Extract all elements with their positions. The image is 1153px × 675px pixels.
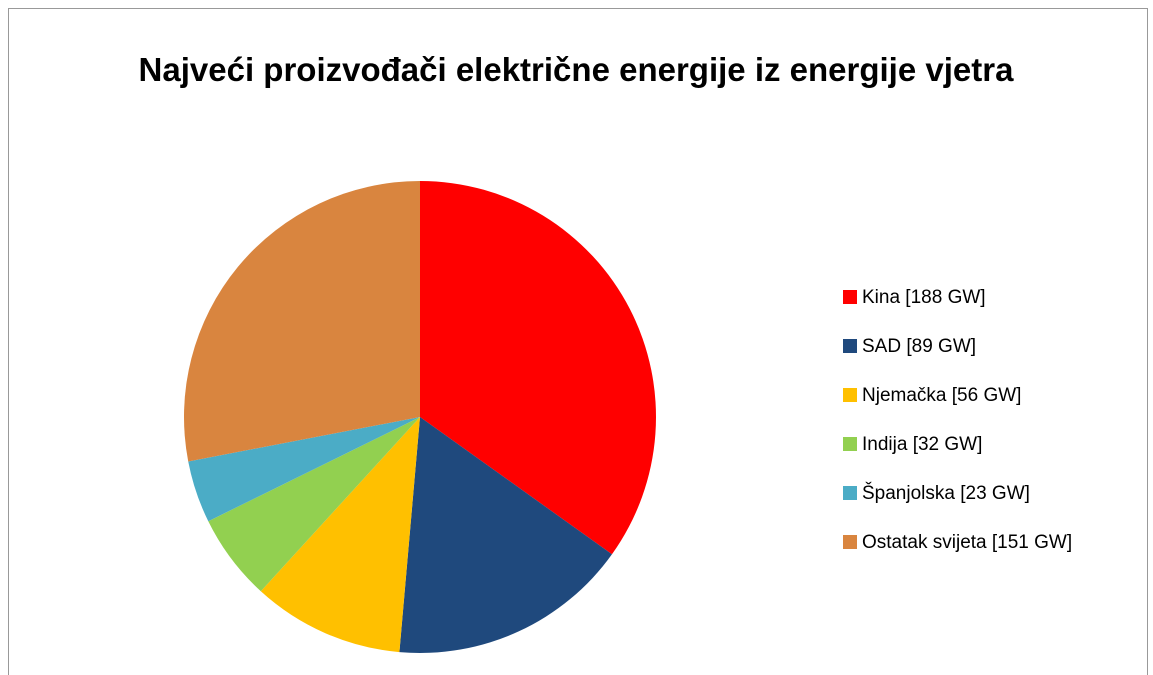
legend-label: Ostatak svijeta [151 GW]: [862, 532, 1072, 553]
legend-swatch: [843, 339, 857, 353]
pie-slice: [260, 417, 420, 653]
pie-slice: [184, 181, 420, 462]
pie-slice: [399, 417, 612, 654]
legend-label: Kina [188 GW]: [862, 287, 986, 308]
legend-label: SAD [89 GW]: [862, 336, 976, 357]
legend-swatch: [843, 437, 857, 451]
legend-swatch: [843, 388, 857, 402]
legend-label: Španjolska [23 GW]: [862, 482, 1030, 504]
legend-swatch: [843, 486, 857, 500]
legend-swatch: [843, 290, 857, 304]
legend-label: Njemačka [56 GW]: [862, 385, 1021, 406]
pie-slice: [208, 417, 420, 592]
chart-title: Najveći proizvođači električne energije …: [138, 51, 1014, 88]
legend-swatch: [843, 535, 857, 549]
legend-label: Indija [32 GW]: [862, 434, 982, 455]
pie-slice: [420, 181, 656, 555]
chart-frame: [8, 8, 1148, 675]
pie-slice: [188, 417, 420, 522]
